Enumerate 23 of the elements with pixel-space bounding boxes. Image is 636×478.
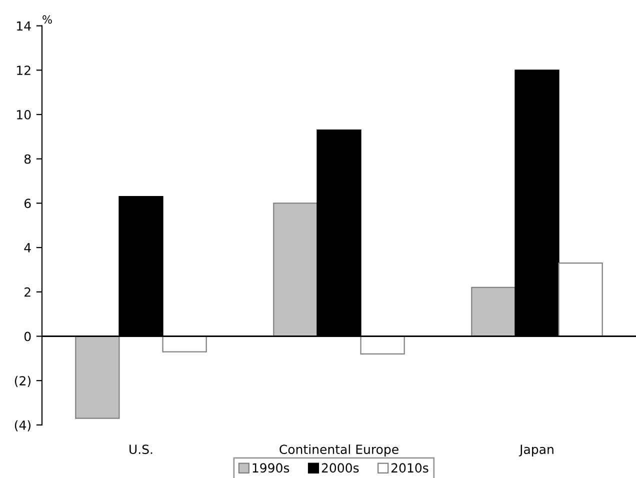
bar bbox=[471, 286, 516, 337]
bar bbox=[273, 202, 318, 337]
y-tick-label: 14 bbox=[17, 21, 31, 31]
y-tick-label: 12 bbox=[17, 66, 30, 75]
y-tick-label: (4) bbox=[14, 420, 30, 432]
bar bbox=[558, 262, 603, 337]
bar bbox=[75, 336, 120, 419]
x-tick-label: U.S. bbox=[130, 444, 152, 454]
y-tick-label: 0 bbox=[24, 332, 31, 342]
legend-label: 2000s bbox=[322, 463, 359, 473]
y-tick-label: (2) bbox=[14, 376, 30, 387]
y-tick-label: 10 bbox=[17, 110, 31, 120]
x-tick-label: Continental Europe bbox=[280, 444, 398, 456]
y-tick-label: 8 bbox=[24, 154, 31, 164]
legend-label: 2010s bbox=[391, 463, 428, 473]
y-tick-label: 6 bbox=[24, 198, 31, 208]
bar bbox=[360, 336, 405, 355]
y-axis-title: % bbox=[42, 15, 52, 24]
y-tick-label: 4 bbox=[24, 243, 31, 252]
y-tick-label: 2 bbox=[24, 287, 30, 297]
bar bbox=[162, 336, 207, 352]
x-tick-label: Japan bbox=[518, 444, 554, 456]
legend-label: 1990s bbox=[252, 463, 290, 473]
